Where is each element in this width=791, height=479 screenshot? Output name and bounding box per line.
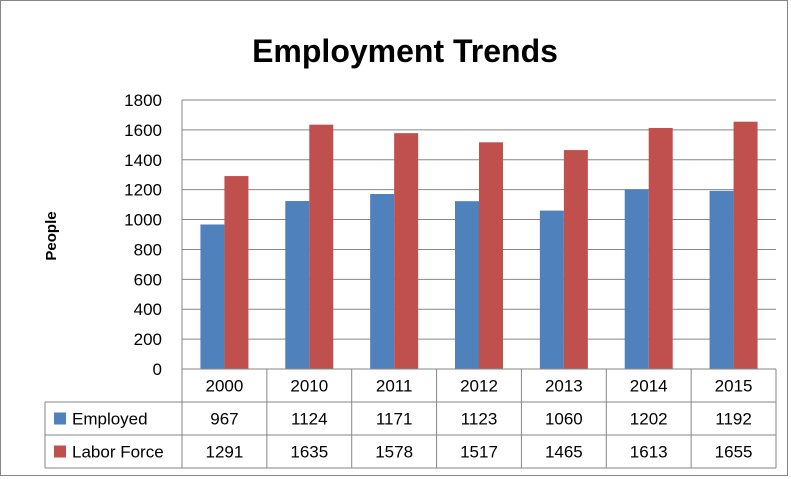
bar-employed-2013 (539, 210, 564, 369)
data-label-employed-2014: 1202 (630, 410, 668, 429)
x-tick-label-2012: 2012 (460, 377, 498, 396)
bar-labor-force-2010 (309, 124, 334, 370)
legend-key-employed (54, 412, 66, 425)
x-tick-label-2014: 2014 (630, 377, 668, 396)
bar-labor-force-2014 (648, 127, 673, 370)
x-tick-label-2010: 2010 (290, 377, 328, 396)
bar-employed-2012 (455, 201, 479, 369)
bar-labor-force-2013 (563, 150, 588, 369)
bar-employed-2015 (709, 190, 734, 369)
legend-label-employed: Employed (72, 410, 148, 429)
y-tick-label-800: 800 (134, 240, 162, 259)
bar-labor-force-2012 (479, 142, 503, 369)
data-table: 2000 2010 2011 2012 2013 2014 2015 Employed 967 1… (44, 368, 777, 469)
y-axis-label: People (43, 211, 60, 260)
bar-employed-2010 (285, 201, 310, 369)
data-label-employed-2012: 1123 (461, 410, 498, 429)
y-axis-ticks: 0 200 400 600 800 1000 1200 1400 1600 1800 (124, 91, 162, 379)
y-tick-label-200: 200 (134, 330, 162, 349)
bar-labor-force-2000 (224, 176, 249, 369)
y-tick-label-1800: 1800 (124, 91, 162, 110)
y-tick-label-1400: 1400 (124, 151, 162, 170)
bar-labor-force-2015 (733, 121, 758, 370)
data-label-employed-2015: 1192 (715, 410, 752, 429)
y-tick-label-400: 400 (134, 300, 162, 319)
x-tick-label-2000: 2000 (206, 377, 244, 396)
data-label-employed-2000: 967 (210, 410, 238, 429)
data-label-labor-force-2015: 1655 (715, 443, 753, 462)
bar-employed-2000 (200, 224, 225, 369)
x-tick-label-2015: 2015 (715, 377, 753, 396)
bar-employed-2014 (624, 189, 649, 369)
bar-employed-2011 (370, 194, 395, 369)
data-label-labor-force-2011: 1578 (375, 443, 413, 462)
x-tick-label-2013: 2013 (545, 377, 583, 396)
data-label-labor-force-2010: 1635 (290, 443, 328, 462)
bars (200, 121, 758, 370)
data-label-labor-force-2013: 1465 (545, 443, 583, 462)
data-label-labor-force-2000: 1291 (206, 443, 244, 462)
legend-label-labor-force: Labor Force (72, 443, 164, 462)
y-tick-label-1000: 1000 (124, 211, 162, 230)
y-tick-label-600: 600 (134, 270, 162, 289)
y-tick-label-1200: 1200 (124, 181, 162, 200)
legend-key-labor-force (54, 445, 66, 458)
y-tick-label-1600: 1600 (124, 121, 162, 140)
data-label-employed-2013: 1060 (545, 410, 583, 429)
data-label-employed-2011: 1171 (376, 410, 413, 429)
bar-labor-force-2011 (394, 133, 419, 369)
data-label-employed-2010: 1124 (291, 410, 328, 429)
x-tick-label-2011: 2011 (376, 377, 413, 396)
data-label-labor-force-2014: 1613 (630, 443, 668, 462)
y-tick-label-0: 0 (153, 360, 162, 379)
chart-title: Employment Trends (252, 33, 558, 69)
data-label-labor-force-2012: 1517 (460, 443, 498, 462)
